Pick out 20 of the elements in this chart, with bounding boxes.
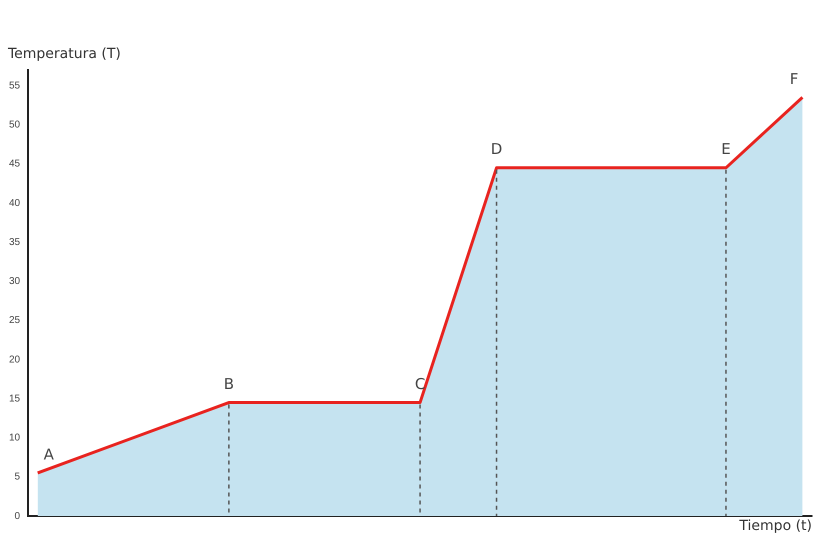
data-label: E — [721, 140, 731, 158]
data-label: D — [490, 140, 502, 158]
data-label: B — [224, 374, 234, 393]
y-tick-label: 20 — [9, 354, 21, 366]
y-tick-label: 25 — [9, 315, 21, 326]
data-label: F — [790, 70, 798, 88]
y-tick-label: 45 — [9, 158, 21, 170]
y-axis-title: Temperatura (T) — [8, 46, 121, 62]
data-label: A — [44, 445, 55, 464]
x-axis-title: Tiempo (t) — [739, 518, 812, 534]
y-tick-label: 30 — [9, 276, 21, 288]
data-label: C — [414, 374, 426, 393]
y-tick-label: 15 — [9, 393, 21, 404]
y-tick-label: 10 — [9, 432, 21, 444]
y-tick-label: 55 — [9, 80, 21, 92]
y-tick-label: 50 — [9, 120, 21, 131]
y-tick-label: 35 — [9, 236, 21, 248]
y-tick-label: 40 — [9, 198, 21, 209]
y-tick-label: 0 — [14, 510, 21, 522]
y-tick-label: 5 — [14, 472, 21, 483]
